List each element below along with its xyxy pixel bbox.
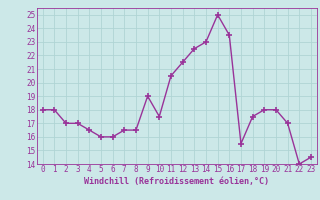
X-axis label: Windchill (Refroidissement éolien,°C): Windchill (Refroidissement éolien,°C) (84, 177, 269, 186)
